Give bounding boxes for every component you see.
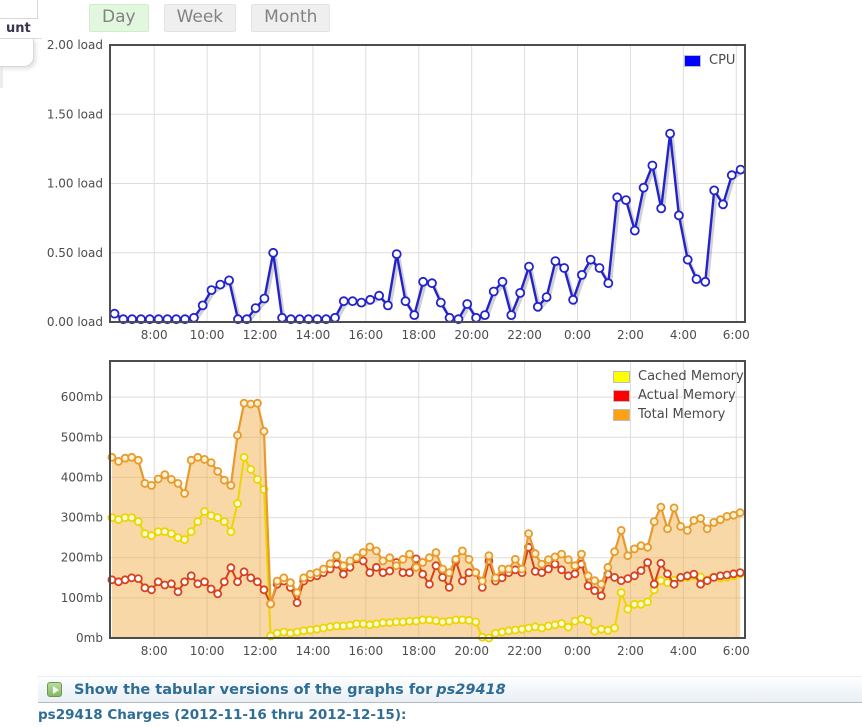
svg-text:6:00: 6:00 bbox=[723, 644, 750, 658]
svg-text:16:00: 16:00 bbox=[349, 644, 384, 658]
total-memory-label: Total Memory bbox=[638, 407, 726, 422]
memory-usage-chart: 0mb 100mb 200mb 300mb 400mb 500mb 600mb 8:00 10:… bbox=[61, 360, 750, 658]
memory-legend: Cached Memory Actual Memory Total Memory bbox=[613, 367, 744, 424]
svg-text:0mb: 0mb bbox=[76, 631, 103, 645]
tab-month[interactable]: Month bbox=[251, 4, 331, 32]
svg-text:8:00: 8:00 bbox=[141, 328, 168, 342]
svg-text:2:00: 2:00 bbox=[617, 644, 644, 658]
svg-text:2:00: 2:00 bbox=[617, 328, 644, 342]
svg-text:0.50 load: 0.50 load bbox=[47, 246, 103, 260]
play-icon[interactable] bbox=[47, 682, 62, 697]
svg-text:2.00 load: 2.00 load bbox=[47, 38, 103, 52]
cpu-load-chart: 0.00 load 0.50 load 1.00 load 1.50 load 2.00… bbox=[47, 38, 750, 342]
legend-row-total: Total Memory bbox=[613, 405, 744, 424]
svg-text:14:00: 14:00 bbox=[296, 644, 331, 658]
actual-memory-label: Actual Memory bbox=[638, 388, 736, 403]
legend-row-cached: Cached Memory bbox=[613, 367, 744, 386]
svg-text:0.00 load: 0.00 load bbox=[47, 315, 103, 329]
svg-text:200mb: 200mb bbox=[61, 551, 103, 565]
svg-text:10:00: 10:00 bbox=[190, 328, 225, 342]
svg-text:600mb: 600mb bbox=[61, 390, 103, 404]
svg-text:18:00: 18:00 bbox=[401, 328, 436, 342]
tab-week[interactable]: Week bbox=[163, 4, 237, 32]
tab-day[interactable]: Day bbox=[89, 4, 149, 32]
svg-text:1.50 load: 1.50 load bbox=[47, 107, 103, 121]
cached-memory-label: Cached Memory bbox=[638, 369, 744, 384]
show-tabular-link[interactable]: Show the tabular versions of the graphs … bbox=[74, 682, 506, 698]
cpu-legend: CPU bbox=[684, 53, 735, 68]
show-tabular-text: Show the tabular versions of the graphs … bbox=[74, 681, 433, 698]
cached-memory-swatch bbox=[613, 370, 630, 383]
svg-text:6:00: 6:00 bbox=[723, 328, 750, 342]
charges-heading: ps29418 Charges (2012-11-16 thru 2012-12… bbox=[38, 707, 407, 723]
sidebar-panel-corner bbox=[0, 39, 34, 67]
svg-text:4:00: 4:00 bbox=[670, 328, 697, 342]
cpu-legend-swatch bbox=[684, 54, 701, 67]
svg-text:10:00: 10:00 bbox=[190, 644, 225, 658]
total-memory-swatch bbox=[613, 408, 630, 421]
svg-text:20:00: 20:00 bbox=[454, 328, 489, 342]
svg-text:22:00: 22:00 bbox=[507, 644, 542, 658]
svg-text:12:00: 12:00 bbox=[243, 644, 278, 658]
svg-text:100mb: 100mb bbox=[61, 591, 103, 605]
period-tabs: Day Week Month bbox=[89, 4, 345, 32]
svg-text:1.00 load: 1.00 load bbox=[47, 177, 103, 191]
svg-text:8:00: 8:00 bbox=[141, 644, 168, 658]
server-id: ps29418 bbox=[436, 681, 506, 698]
svg-text:0:00: 0:00 bbox=[564, 644, 591, 658]
svg-text:300mb: 300mb bbox=[61, 511, 103, 525]
svg-text:12:00: 12:00 bbox=[243, 328, 278, 342]
svg-text:400mb: 400mb bbox=[61, 470, 103, 484]
actual-memory-swatch bbox=[613, 389, 630, 402]
svg-text:20:00: 20:00 bbox=[454, 644, 489, 658]
svg-text:22:00: 22:00 bbox=[507, 328, 542, 342]
play-triangle-glyph bbox=[52, 685, 59, 694]
cpu-legend-label: CPU bbox=[709, 53, 736, 68]
sidebar-item-partial[interactable]: unt bbox=[0, 19, 42, 39]
svg-text:0:00: 0:00 bbox=[564, 328, 591, 342]
svg-text:16:00: 16:00 bbox=[349, 328, 384, 342]
show-tabular-bar[interactable]: Show the tabular versions of the graphs … bbox=[38, 676, 862, 703]
svg-text:4:00: 4:00 bbox=[670, 644, 697, 658]
svg-text:14:00: 14:00 bbox=[296, 328, 331, 342]
sidebar-item-above[interactable] bbox=[0, 0, 38, 19]
svg-text:500mb: 500mb bbox=[61, 430, 103, 444]
svg-text:18:00: 18:00 bbox=[401, 644, 436, 658]
legend-row-actual: Actual Memory bbox=[613, 386, 744, 405]
